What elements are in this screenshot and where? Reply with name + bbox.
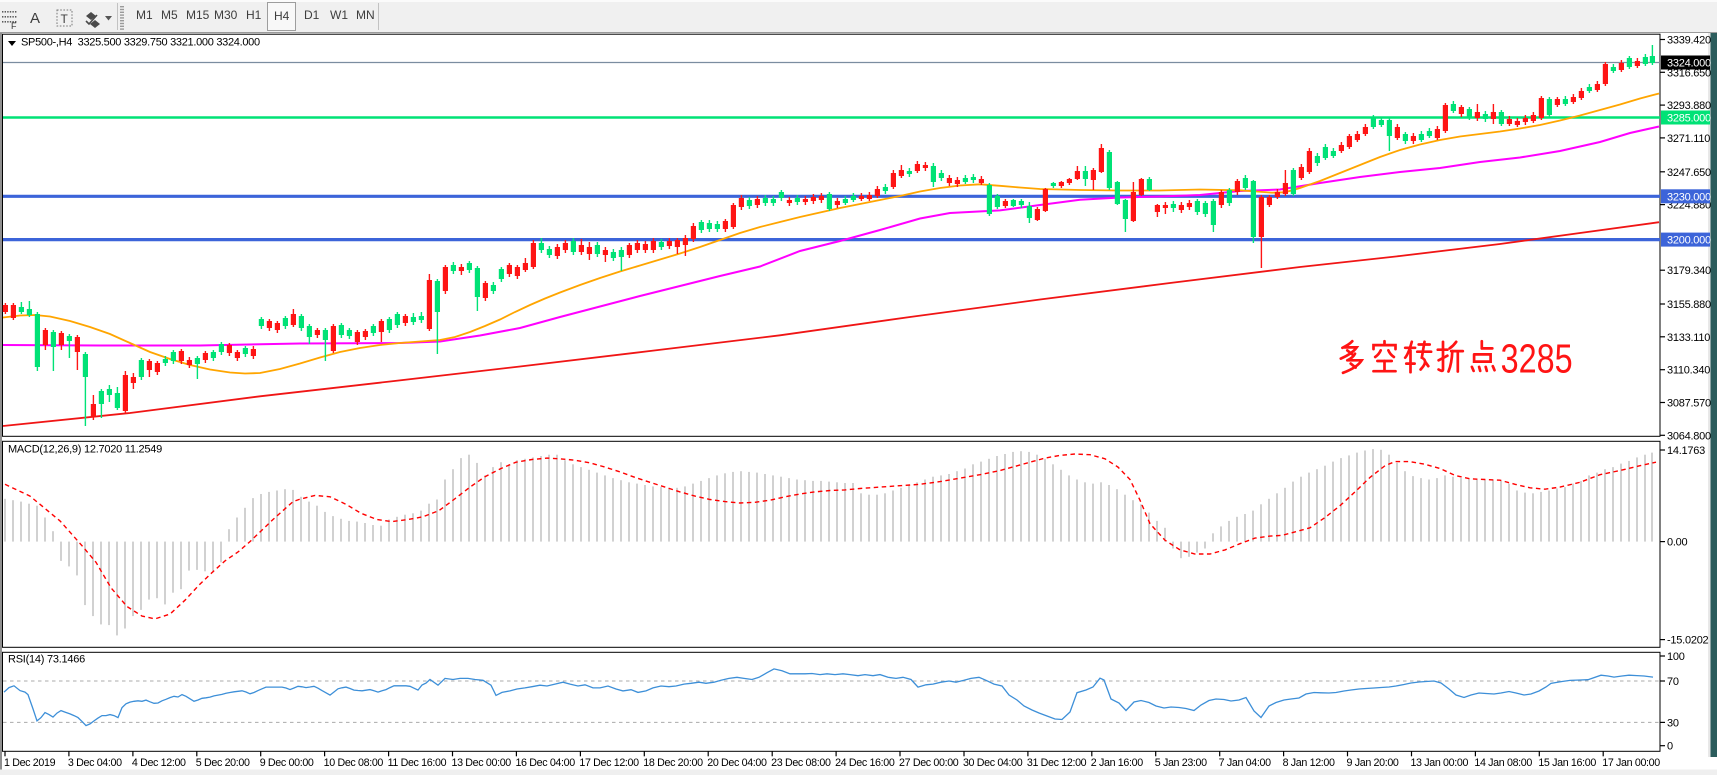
svg-text:3324.000: 3324.000 xyxy=(1667,58,1711,70)
svg-text:3285.000: 3285.000 xyxy=(1667,113,1711,125)
svg-text:3155.880: 3155.880 xyxy=(1667,299,1711,311)
svg-text:9 Dec 00:00: 9 Dec 00:00 xyxy=(260,757,314,769)
svg-text:A: A xyxy=(30,10,40,27)
svg-text:2 Jan 16:00: 2 Jan 16:00 xyxy=(1091,757,1143,769)
svg-text:24 Dec 16:00: 24 Dec 16:00 xyxy=(835,757,895,769)
svg-text:3200.000: 3200.000 xyxy=(1667,235,1711,247)
svg-text:7 Jan 04:00: 7 Jan 04:00 xyxy=(1219,757,1271,769)
svg-text:T: T xyxy=(61,12,69,26)
svg-text:SP500-,H4 3325.500 3329.750 3: SP500-,H4 3325.500 3329.750 3321.000 332… xyxy=(21,37,260,49)
svg-text:3316.650: 3316.650 xyxy=(1667,67,1711,79)
svg-text:3285: 3285 xyxy=(1501,336,1573,381)
svg-text:RSI(14) 73.1466: RSI(14) 73.1466 xyxy=(8,654,85,666)
svg-text:3110.340: 3110.340 xyxy=(1667,365,1710,377)
svg-text:17 Jan 00:00: 17 Jan 00:00 xyxy=(1602,757,1660,769)
svg-text:9 Jan 20:00: 9 Jan 20:00 xyxy=(1347,757,1399,769)
svg-text:18 Dec 20:00: 18 Dec 20:00 xyxy=(643,757,703,769)
svg-text:15 Jan 16:00: 15 Jan 16:00 xyxy=(1538,757,1596,769)
svg-text:3 Dec 04:00: 3 Dec 04:00 xyxy=(68,757,122,769)
svg-text:13 Dec 00:00: 13 Dec 00:00 xyxy=(452,757,512,769)
svg-text:17 Dec 12:00: 17 Dec 12:00 xyxy=(579,757,639,769)
svg-text:14.1763: 14.1763 xyxy=(1667,445,1705,457)
svg-text:16 Dec 04:00: 16 Dec 04:00 xyxy=(515,757,575,769)
svg-text:1 Dec 2019: 1 Dec 2019 xyxy=(4,757,56,769)
svg-text:5 Dec 20:00: 5 Dec 20:00 xyxy=(196,757,250,769)
svg-text:F: F xyxy=(11,21,17,31)
svg-text:31 Dec 12:00: 31 Dec 12:00 xyxy=(1027,757,1087,769)
svg-text:70: 70 xyxy=(1667,676,1679,688)
svg-text:-15.0202: -15.0202 xyxy=(1667,635,1709,647)
svg-text:3087.570: 3087.570 xyxy=(1667,397,1711,409)
svg-text:3230.000: 3230.000 xyxy=(1667,191,1711,203)
svg-text:0.00: 0.00 xyxy=(1667,537,1688,549)
svg-text:8 Jan 12:00: 8 Jan 12:00 xyxy=(1283,757,1335,769)
svg-text:14 Jan 08:00: 14 Jan 08:00 xyxy=(1474,757,1532,769)
svg-text:3293.880: 3293.880 xyxy=(1667,100,1711,112)
svg-text:10 Dec 08:00: 10 Dec 08:00 xyxy=(324,757,384,769)
svg-text:4 Dec 12:00: 4 Dec 12:00 xyxy=(132,757,186,769)
svg-text:30 Dec 04:00: 30 Dec 04:00 xyxy=(963,757,1023,769)
svg-text:20 Dec 04:00: 20 Dec 04:00 xyxy=(707,757,767,769)
svg-text:27 Dec 00:00: 27 Dec 00:00 xyxy=(899,757,959,769)
svg-text:13 Jan 00:00: 13 Jan 00:00 xyxy=(1410,757,1468,769)
svg-text:3064.800: 3064.800 xyxy=(1667,430,1711,442)
svg-text:3179.340: 3179.340 xyxy=(1667,265,1711,277)
svg-text:3247.650: 3247.650 xyxy=(1667,167,1711,179)
svg-text:3271.110: 3271.110 xyxy=(1667,133,1710,145)
svg-text:0: 0 xyxy=(1667,741,1673,753)
svg-text:5 Jan 23:00: 5 Jan 23:00 xyxy=(1155,757,1207,769)
svg-text:30: 30 xyxy=(1667,717,1679,729)
svg-text:3339.420: 3339.420 xyxy=(1667,35,1711,47)
svg-text:100: 100 xyxy=(1667,651,1685,663)
svg-text:MACD(12,26,9) 12.7020 11.2549: MACD(12,26,9) 12.7020 11.2549 xyxy=(8,444,162,456)
svg-text:23 Dec 08:00: 23 Dec 08:00 xyxy=(771,757,831,769)
svg-text:3133.110: 3133.110 xyxy=(1667,332,1710,344)
svg-text:11 Dec 16:00: 11 Dec 16:00 xyxy=(388,757,447,769)
